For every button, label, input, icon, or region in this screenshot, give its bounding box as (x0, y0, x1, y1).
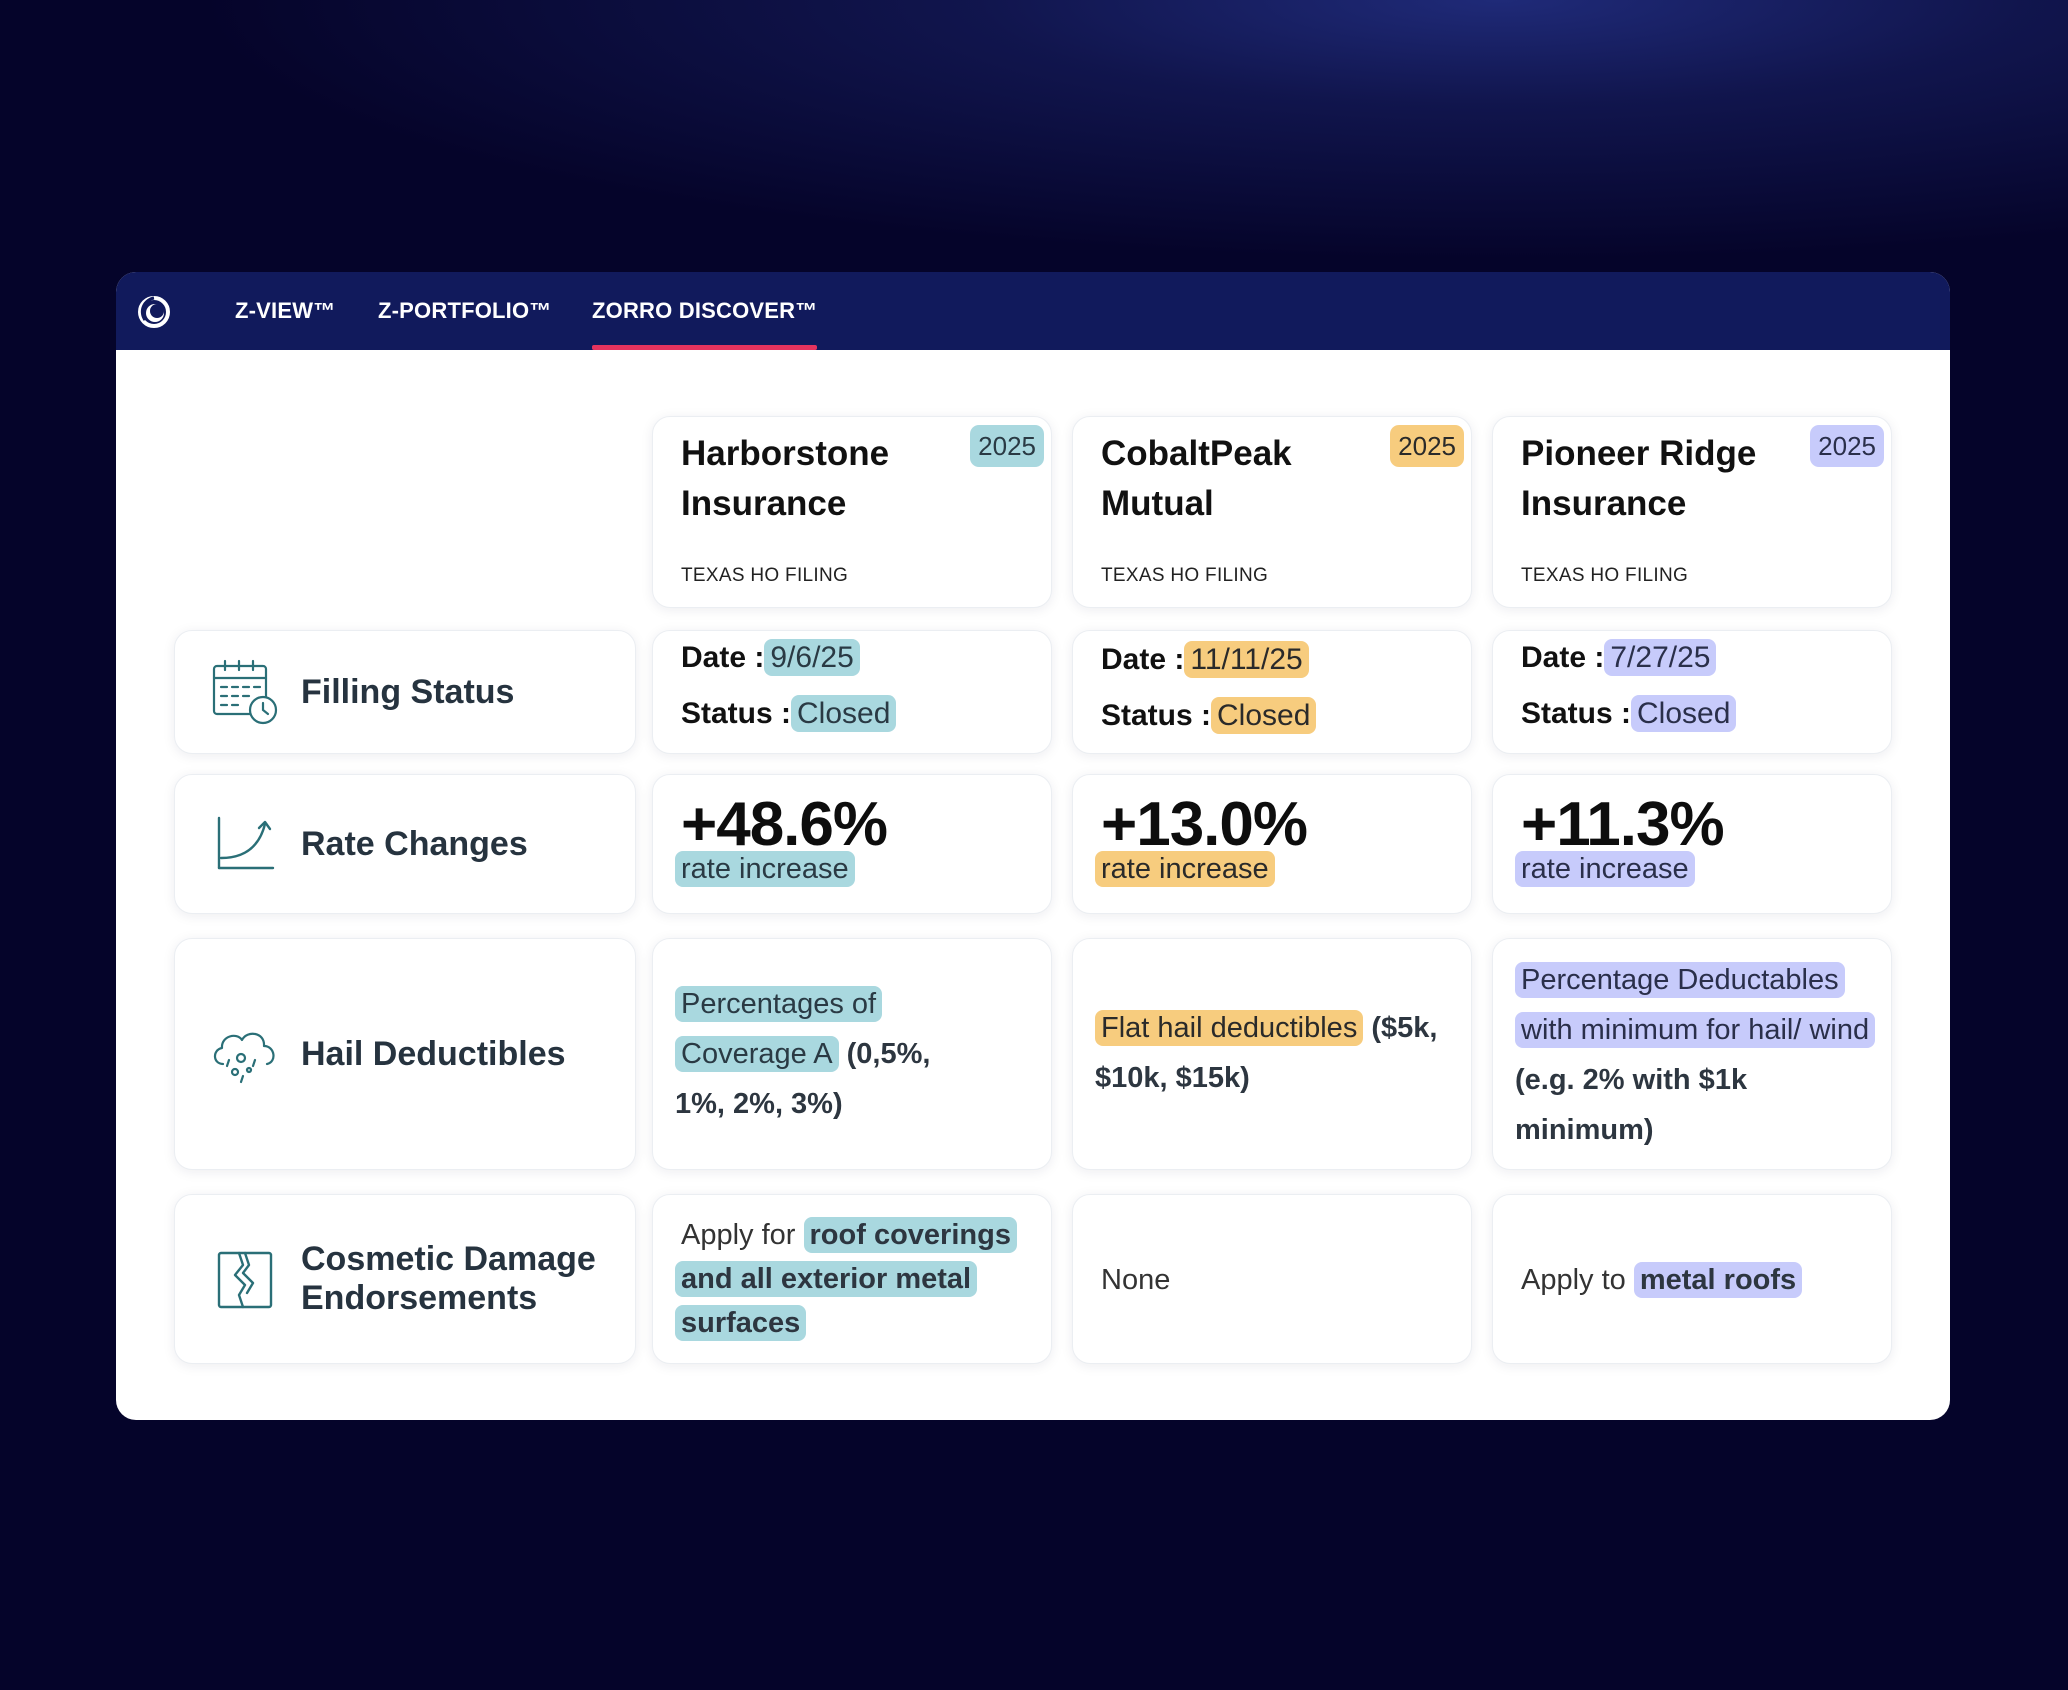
row-label: Hail Deductibles (301, 1034, 566, 1073)
year-badge: 2025 (1390, 425, 1464, 467)
year-badge: 2025 (970, 425, 1044, 467)
cosmetic-cell-cobaltpeak: None (1072, 1194, 1472, 1364)
filing-type: TEXAS HO FILING (1101, 565, 1269, 586)
date-label: Date : (681, 641, 765, 674)
row-header-filling-status: Filling Status (174, 630, 636, 754)
cosmetic-description: Apply to metal roofs (1521, 1255, 1873, 1305)
hail-cell-pioneer-ridge: Percentage Deductables with minimum for … (1492, 938, 1892, 1170)
company-name: Harborstone Insurance (681, 434, 890, 523)
cosmetic-plain: Apply to (1521, 1264, 1626, 1296)
status-cell-cobaltpeak: Date :11/11/25 Status : Closed (1072, 630, 1472, 754)
hail-highlight: Flat hail deductibles (1095, 1010, 1364, 1046)
row-header-rate-changes: Rate Changes (174, 774, 636, 914)
row-label-line-2: Endorsements (301, 1279, 538, 1317)
company-card-harborstone: Harborstone Insurance 2025 TEXAS HO FILI… (652, 416, 1052, 608)
cosmetic-description: None (1101, 1255, 1453, 1305)
row-header-cosmetic-damage: Cosmetic Damage Endorsements (174, 1194, 636, 1364)
rate-label: rate increase (1095, 851, 1275, 887)
rate-value: +11.3% (1521, 790, 1725, 859)
status-label: Status : (1101, 699, 1212, 732)
hail-cloud-icon (213, 1032, 275, 1084)
status-cell-pioneer-ridge: Date :7/27/25 Status : Closed (1492, 630, 1892, 754)
app-window: Z-VIEW™ Z-PORTFOLIO™ ZORRO DISCOVER™ Har… (116, 272, 1950, 1420)
tab-z-portfolio[interactable]: Z-PORTFOLIO™ (378, 298, 552, 323)
tab-z-view[interactable]: Z-VIEW™ (235, 298, 336, 323)
filing-type: TEXAS HO FILING (1521, 565, 1689, 586)
company-card-pioneer-ridge: Pioneer Ridge Insurance 2025 TEXAS HO FI… (1492, 416, 1892, 608)
row-label: Rate Changes (301, 824, 528, 863)
status-line: Status : Closed (681, 695, 897, 732)
date-line: Date :11/11/25 (1101, 641, 1309, 678)
date-line: Date :7/27/25 (1521, 639, 1717, 676)
hail-detail: (0,5%, 1%, 2%, 3%) (675, 1038, 931, 1120)
cracked-panel-icon (217, 1251, 273, 1309)
date-value: 7/27/25 (1604, 639, 1717, 676)
status-line: Status : Closed (1521, 695, 1737, 732)
year-badge: 2025 (1810, 425, 1884, 467)
row-label: Cosmetic Damage Endorsements (301, 1240, 596, 1318)
hail-description: Percentage Deductables with minimum for … (1515, 955, 1881, 1155)
hail-description: Flat hail deductibles ($5k, $10k, $15k) (1095, 1003, 1453, 1103)
rate-label: rate increase (675, 851, 855, 887)
rate-cell-pioneer-ridge: +11.3% rate increase (1492, 774, 1892, 914)
date-line: Date :9/6/25 (681, 639, 860, 676)
date-label: Date : (1521, 641, 1605, 674)
rate-value: +48.6% (681, 790, 888, 859)
status-line: Status : Closed (1101, 697, 1317, 734)
status-label: Status : (1521, 697, 1632, 730)
rate-cell-harborstone: +48.6% rate increase (652, 774, 1052, 914)
cosmetic-description: Apply for roof coverings and all exterio… (675, 1213, 1033, 1345)
filing-type: TEXAS HO FILING (681, 565, 849, 586)
hail-cell-harborstone: Percentages of Coverage A (0,5%, 1%, 2%,… (652, 938, 1052, 1170)
date-value: 9/6/25 (764, 639, 860, 676)
calendar-clock-icon (212, 659, 278, 725)
trend-up-chart-icon (217, 816, 275, 870)
tab-zorro-discover[interactable]: ZORRO DISCOVER™ (592, 272, 818, 350)
cosmetic-highlight: metal roofs (1633, 1262, 1803, 1298)
company-name: Pioneer Ridge Insurance (1521, 434, 1757, 523)
company-card-cobaltpeak: CobaltPeak Mutual 2025 TEXAS HO FILING (1072, 416, 1472, 608)
date-value: 11/11/25 (1184, 641, 1309, 678)
rate-label: rate increase (1515, 851, 1695, 887)
status-badge: Closed (1211, 697, 1317, 734)
hail-detail: ($5k, $10k, $15k) (1095, 1012, 1438, 1094)
status-label: Status : (681, 697, 792, 730)
status-badge: Closed (1631, 695, 1737, 732)
rate-cell-cobaltpeak: +13.0% rate increase (1072, 774, 1472, 914)
top-nav-bar: Z-VIEW™ Z-PORTFOLIO™ ZORRO DISCOVER™ (116, 272, 1950, 350)
company-name: CobaltPeak Mutual (1101, 434, 1292, 523)
hail-detail: (e.g. 2% with $1k minimum) (1515, 1064, 1748, 1146)
hail-highlight: Percentage Deductables with minimum for … (1515, 962, 1876, 1048)
row-label: Filling Status (301, 672, 515, 711)
status-cell-harborstone: Date :9/6/25 Status : Closed (652, 630, 1052, 754)
row-label-line-1: Cosmetic Damage (301, 1240, 596, 1278)
cosmetic-cell-pioneer-ridge: Apply to metal roofs (1492, 1194, 1892, 1364)
cosmetic-cell-harborstone: Apply for roof coverings and all exterio… (652, 1194, 1052, 1364)
cosmetic-plain: None (1101, 1264, 1171, 1296)
circle-logo-icon[interactable] (136, 294, 172, 330)
rate-value: +13.0% (1101, 790, 1308, 859)
cosmetic-plain: Apply for (681, 1219, 796, 1251)
hail-cell-cobaltpeak: Flat hail deductibles ($5k, $10k, $15k) (1072, 938, 1472, 1170)
status-badge: Closed (791, 695, 897, 732)
date-label: Date : (1101, 643, 1185, 676)
hail-description: Percentages of Coverage A (0,5%, 1%, 2%,… (675, 979, 961, 1129)
row-header-hail-deductibles: Hail Deductibles (174, 938, 636, 1170)
